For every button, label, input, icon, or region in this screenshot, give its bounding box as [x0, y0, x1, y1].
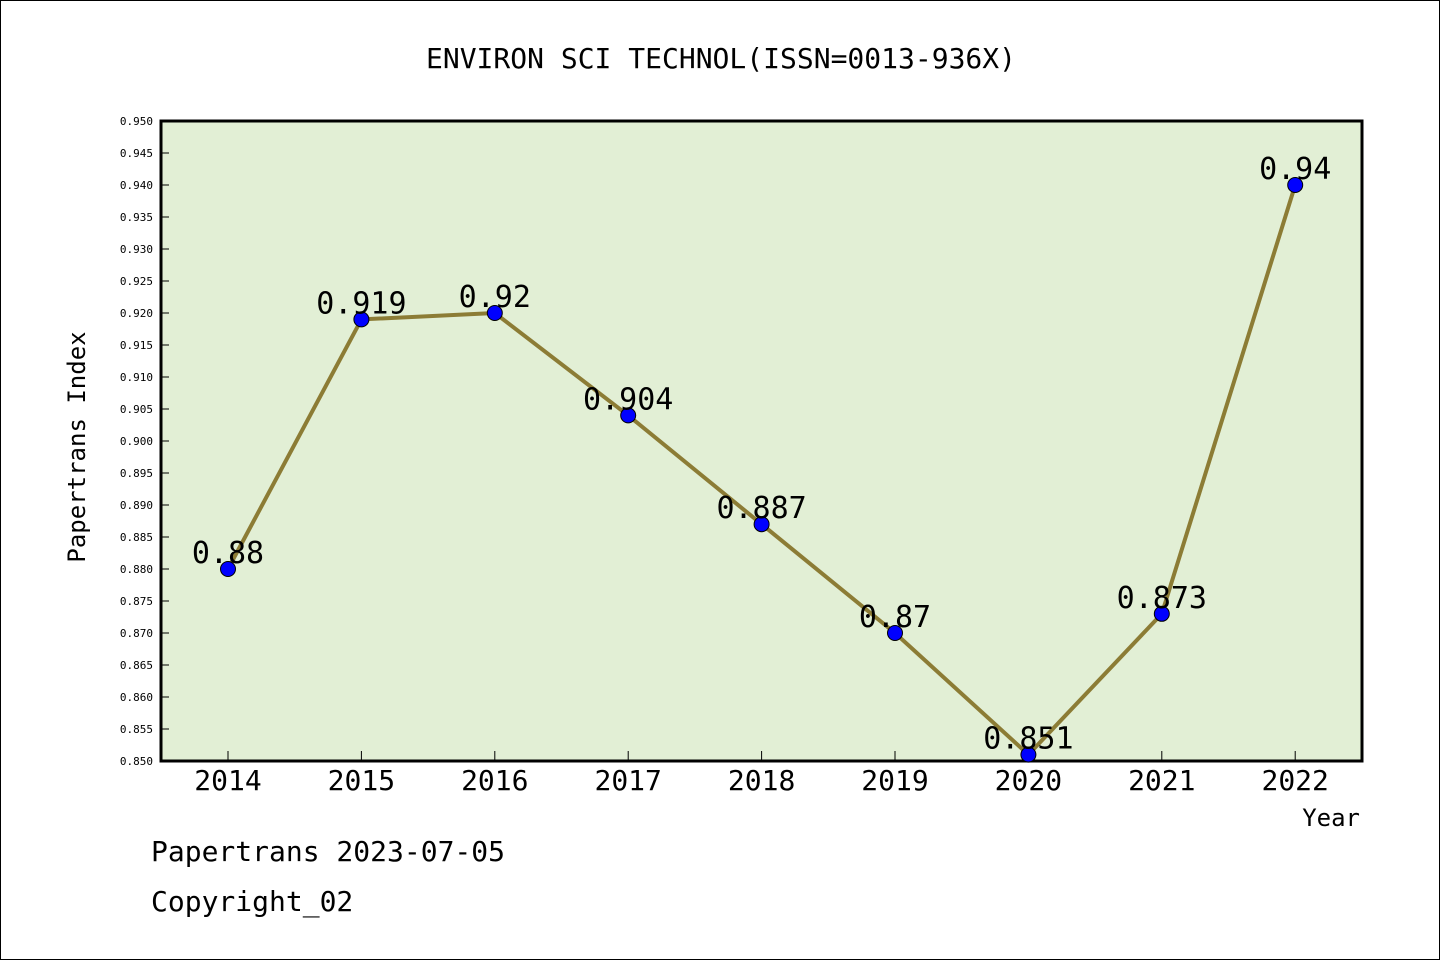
- y-axis: 0.850 0.855 0.860 0.865 0.870 0.875 0.880 0.885…: [120, 115, 169, 768]
- y-tick-label: 0.865: [120, 659, 153, 672]
- y-tick-label: 0.850: [120, 755, 153, 768]
- x-axis: 2014 2015 2016 2017 2018 2019 2020 2021 2022: [194, 751, 1329, 797]
- x-tick-label: 2020: [995, 764, 1062, 797]
- y-tick-label: 0.860: [120, 691, 153, 704]
- footer-date: Papertrans 2023-07-05: [151, 835, 506, 868]
- data-label: 0.919: [316, 286, 406, 321]
- plot-area: [159, 119, 1364, 763]
- y-tick-label: 0.930: [120, 243, 153, 256]
- series-layer: 0.88 0.919 0.92 0.904 0.887 0.87 0.851 0.873 0.9…: [192, 152, 1331, 763]
- data-point: [753, 516, 770, 533]
- y-tick-label: 0.895: [120, 467, 153, 480]
- y-tick-label: 0.915: [120, 339, 153, 352]
- y-tick-label: 0.925: [120, 275, 153, 288]
- x-tick-label: 2014: [194, 764, 261, 797]
- y-tick-label: 0.905: [120, 403, 153, 416]
- y-tick-label: 0.935: [120, 211, 153, 224]
- data-label: 0.851: [983, 722, 1073, 757]
- y-tick-label: 0.910: [120, 371, 153, 384]
- y-tick-label: 0.870: [120, 627, 153, 640]
- x-tick-label: 2019: [861, 764, 928, 797]
- y-tick-label: 0.945: [120, 147, 153, 160]
- y-tick-label: 0.950: [120, 115, 153, 128]
- y-tick-label: 0.885: [120, 531, 153, 544]
- data-point: [353, 311, 370, 328]
- data-label: 0.87: [859, 600, 931, 635]
- y-tick-label: 0.920: [120, 307, 153, 320]
- data-label: 0.94: [1259, 152, 1331, 187]
- y-tick-label: 0.855: [120, 723, 153, 736]
- data-label: 0.873: [1117, 581, 1207, 616]
- data-point: [1020, 746, 1037, 763]
- y-tick-label: 0.880: [120, 563, 153, 576]
- data-label: 0.904: [583, 382, 673, 417]
- chart-title: ENVIRON SCI TECHNOL(ISSN=0013-936X): [426, 42, 1016, 75]
- y-tick-label: 0.900: [120, 435, 153, 448]
- data-point: [620, 407, 637, 424]
- x-tick-label: 2021: [1128, 764, 1195, 797]
- data-point: [1287, 177, 1304, 193]
- y-tick-label: 0.890: [120, 499, 153, 512]
- x-tick-label: 2016: [461, 764, 528, 797]
- x-tick-label: 2017: [594, 764, 661, 797]
- y-axis-label: Papertrans Index: [63, 331, 91, 562]
- x-tick-label: 2015: [328, 764, 395, 797]
- y-tick-label: 0.875: [120, 595, 153, 608]
- data-point: [220, 561, 236, 577]
- data-point: [1153, 605, 1170, 622]
- y-tick-label: 0.940: [120, 179, 153, 192]
- x-axis-label: Year: [1302, 804, 1360, 832]
- data-point: [486, 305, 503, 321]
- data-point: [887, 625, 903, 641]
- data-label: 0.92: [459, 280, 531, 315]
- data-label: 0.88: [192, 536, 264, 571]
- x-tick-label: 2018: [728, 764, 795, 797]
- x-tick-label: 2022: [1261, 764, 1328, 797]
- data-label: 0.887: [716, 491, 806, 526]
- footer-copyright: Copyright_02: [151, 885, 354, 918]
